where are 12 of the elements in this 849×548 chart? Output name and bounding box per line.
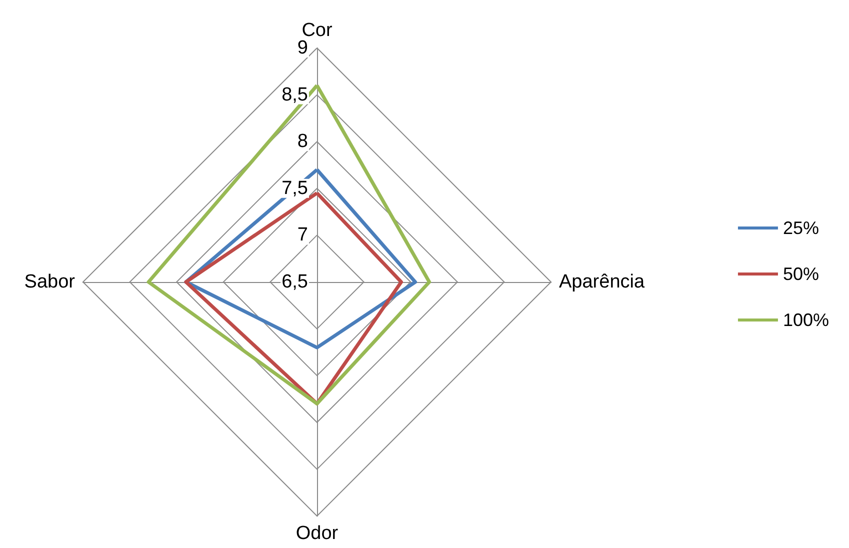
legend-label: 100% bbox=[782, 310, 830, 330]
y-tick-label: 7,5 bbox=[282, 178, 308, 199]
spoke-label: Sabor bbox=[24, 272, 76, 292]
legend-label: 25% bbox=[782, 218, 819, 238]
spoke-label: Odor bbox=[296, 523, 339, 544]
y-tick-label: 9 bbox=[297, 38, 308, 58]
y-tick-label: 6,5 bbox=[282, 272, 308, 292]
legend-label: 50% bbox=[782, 264, 819, 284]
y-tick-label: 8 bbox=[297, 131, 308, 152]
y-tick-label: 7 bbox=[297, 224, 308, 246]
spoke-label: Aparência bbox=[559, 272, 645, 292]
y-tick-label: 8,5 bbox=[282, 84, 308, 106]
